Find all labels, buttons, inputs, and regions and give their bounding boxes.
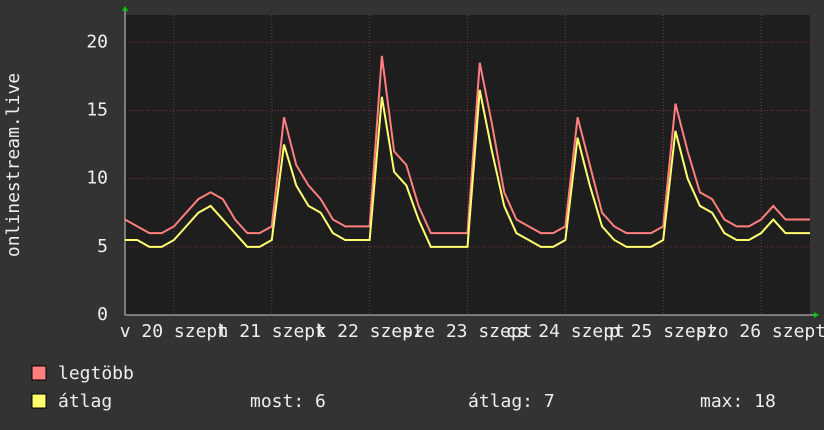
axis-arrow xyxy=(122,6,128,11)
line-series xyxy=(125,89,810,248)
x-tick-label: szo 26 szept xyxy=(696,321,824,342)
y-tick-label: 15 xyxy=(86,99,108,120)
line-series xyxy=(124,55,810,235)
x-tick-label: k 22 szept xyxy=(315,321,423,342)
stat: max: 18 xyxy=(700,391,776,412)
y-tick-label: 10 xyxy=(86,168,108,189)
y-tick-label: 20 xyxy=(86,31,108,52)
x-tick-label: sze 23 szept xyxy=(402,321,532,342)
stat: most: 6 xyxy=(250,391,326,412)
legend-label: átlag xyxy=(58,391,112,412)
legend-swatch xyxy=(31,393,47,409)
x-tick-label: v 20 szept xyxy=(120,321,228,342)
x-tick-label: h 21 szept xyxy=(218,321,326,342)
y-tick-label: 0 xyxy=(97,304,108,325)
stat: átlag: 7 xyxy=(468,391,555,412)
x-tick-label: cs 24 szept xyxy=(506,321,625,342)
legend-swatch xyxy=(31,365,47,381)
legend-label: legtöbb xyxy=(58,363,134,384)
y-axis-label: onlinestream.live xyxy=(3,73,24,257)
y-tick-label: 5 xyxy=(97,236,108,257)
x-tick-label: p 25 szept xyxy=(609,321,717,342)
axis-arrow xyxy=(814,312,819,318)
